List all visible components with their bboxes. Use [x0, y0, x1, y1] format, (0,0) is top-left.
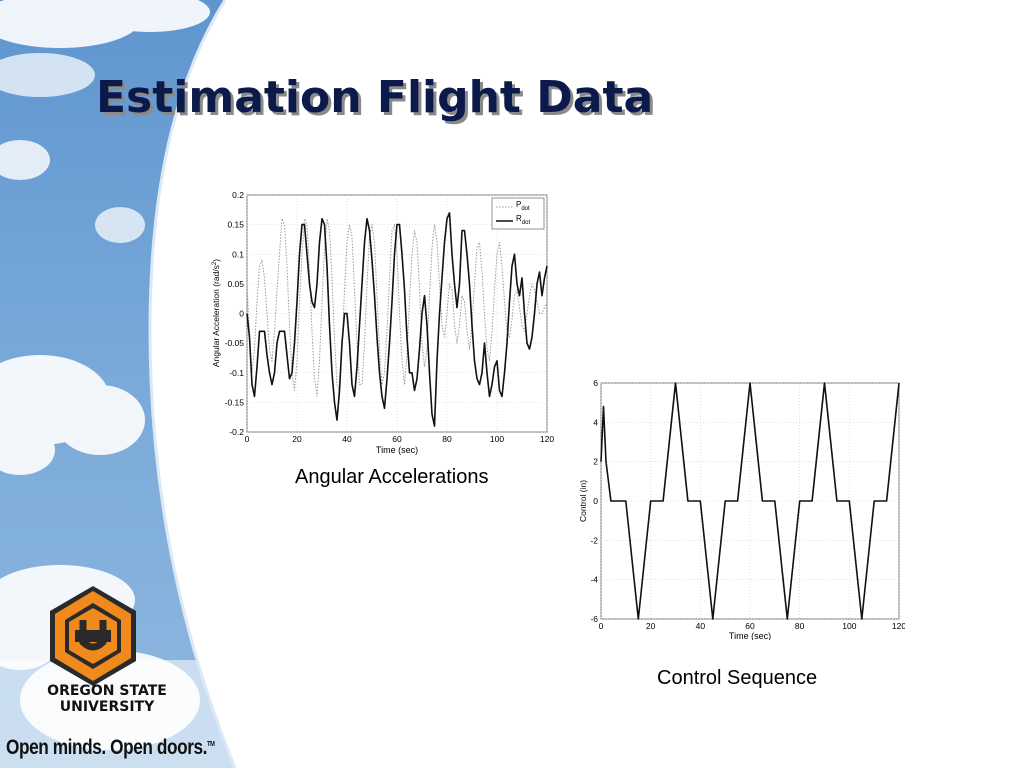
y-tick-label: 0.15	[227, 220, 244, 230]
x-tick-label: 40	[696, 621, 706, 631]
series-line-0	[600, 382, 900, 620]
legend-box	[491, 197, 545, 230]
x-tick-label: 60	[392, 434, 402, 444]
y-axis-label-tail: )	[211, 259, 221, 262]
y-axis-label-exp: 2	[212, 261, 218, 265]
legend-pdot-name: P	[516, 200, 521, 209]
tagline-text: Open minds. Open doors.	[6, 736, 208, 759]
x-tick-label: 80	[442, 434, 452, 444]
series-line-0	[246, 218, 548, 397]
x-tick-label: 60	[745, 621, 755, 631]
x-tick-label: 20	[292, 434, 302, 444]
legend-label-pdot: Pdot	[516, 200, 530, 212]
y-tick-label: 0.2	[232, 190, 244, 200]
x-tick-label: 40	[342, 434, 352, 444]
x-axis-label: Time (sec)	[376, 445, 418, 455]
tick-labels: 0 20 40 60 80 100 120 -0.2 -0.15 -0.1 -0.05 0 0.05 0.…	[225, 190, 555, 444]
y-tick-label: 0	[239, 309, 244, 319]
y-tick-label: -0.05	[225, 338, 245, 348]
series-line-1	[246, 211, 548, 427]
osu-logo	[50, 586, 136, 686]
chart-caption-control: Control Sequence	[657, 667, 818, 689]
x-tick-label: 100	[490, 434, 504, 444]
y-tick-label: -0.15	[225, 397, 245, 407]
x-tick-label: 120	[540, 434, 554, 444]
y-tick-label: 0.05	[227, 279, 244, 289]
y-tick-label: -0.1	[229, 368, 244, 378]
legend: Pdot Rdot	[491, 197, 545, 230]
series-group	[246, 211, 548, 427]
control-sequence-chart: 0 20 40 60 80 100 120 -6 -4 -2 0 2 4 6 Time (sec) Con…	[578, 378, 905, 640]
slide-title: Estimation Flight Data	[96, 72, 654, 123]
angular-accel-chart: 0 20 40 60 80 100 120 -0.2 -0.15 -0.1 -0.05 0 0.05 0.…	[211, 190, 555, 455]
x-tick-label: 100	[842, 621, 856, 631]
x-tick-label: 80	[795, 621, 805, 631]
y-tick-label: 6	[593, 378, 598, 388]
x-tick-label: 120	[892, 621, 905, 631]
legend-rdot-sub: dot	[522, 220, 531, 226]
y-axis-label: Control (in)	[578, 480, 588, 522]
x-tick-label: 20	[646, 621, 656, 631]
sky-sidebar	[0, 0, 237, 768]
x-tick-label: 0	[245, 434, 250, 444]
y-tick-label: 4	[593, 417, 598, 427]
y-tick-label: -4	[590, 575, 598, 585]
trademark-mark: TM	[207, 741, 215, 748]
y-tick-label: 0.1	[232, 249, 244, 259]
university-name: OREGON STATE UNIVERSITY	[47, 683, 167, 715]
y-tick-label: -2	[590, 535, 598, 545]
university-tagline: Open minds. Open doors.TM	[6, 736, 215, 760]
tick-labels: 0 20 40 60 80 100 120 -6 -4 -2 0 2 4 6	[590, 378, 905, 631]
legend-label-rdot: Rdot	[516, 214, 530, 226]
y-axis-label-base: Angular Acceleration (rad/s	[211, 265, 221, 367]
y-tick-label: -6	[590, 614, 598, 624]
y-tick-label: -0.2	[229, 427, 244, 437]
legend-rdot-name: R	[516, 214, 522, 223]
y-tick-label: 2	[593, 457, 598, 467]
chart-caption-angular: Angular Accelerations	[295, 466, 489, 488]
series-group	[600, 382, 900, 620]
y-axis-label: Angular Acceleration (rad/s2)	[211, 259, 221, 367]
legend-pdot-sub: dot	[521, 206, 530, 212]
y-tick-label: 0	[593, 496, 598, 506]
x-tick-label: 0	[599, 621, 604, 631]
x-axis-label: Time (sec)	[729, 631, 771, 640]
